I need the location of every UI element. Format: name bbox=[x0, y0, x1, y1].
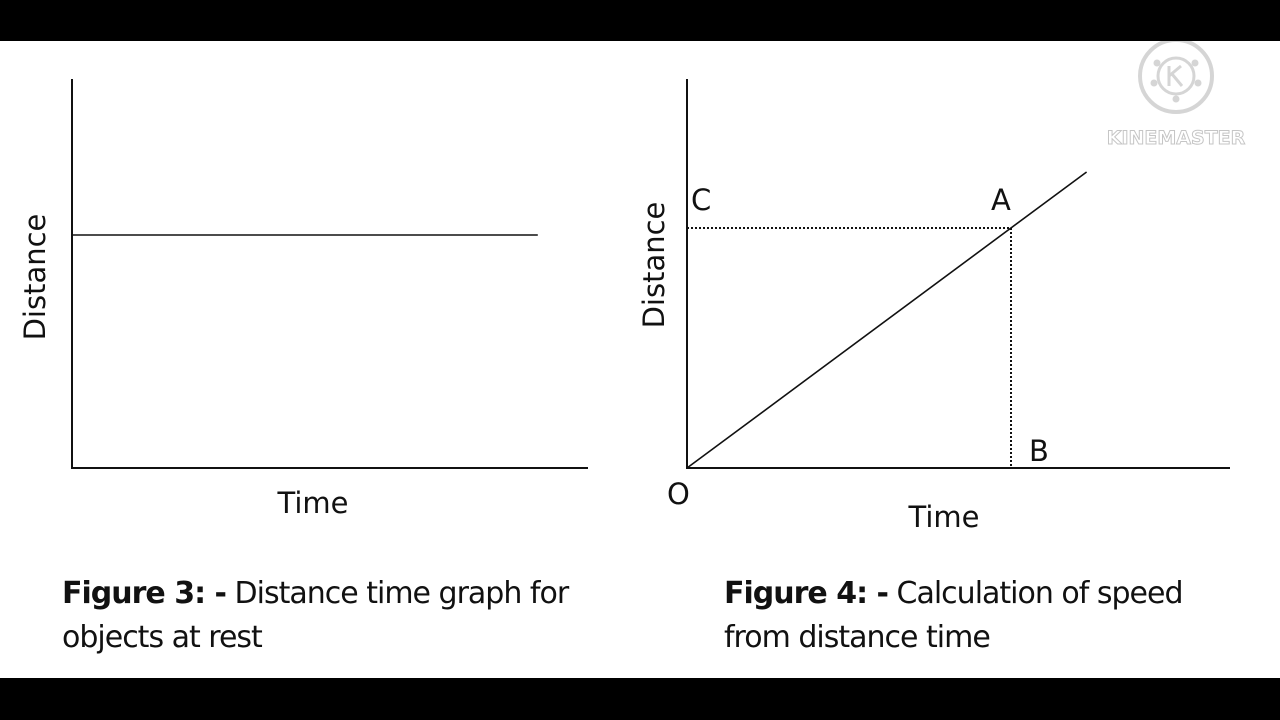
point-label-b: B bbox=[1029, 434, 1049, 468]
figure3-chart: Time Distance bbox=[18, 79, 588, 520]
figure4-caption-label: Figure 4: - bbox=[724, 576, 889, 611]
y-axis-label: Distance bbox=[637, 202, 671, 329]
figure4-caption-text: Calculation of speed from distance time bbox=[724, 576, 1183, 655]
figure4-caption: Figure 4: - Calculation of speed from di… bbox=[724, 572, 1194, 660]
point-label-o: O bbox=[667, 477, 690, 511]
x-axis-label: Time bbox=[908, 500, 980, 534]
slide-content: Time Distance O A B C Time Distance Figure … bbox=[0, 41, 1280, 678]
series-group bbox=[686, 171, 1088, 469]
guides-group bbox=[687, 227, 1012, 468]
series-line-0 bbox=[686, 171, 1088, 469]
point-labels: O A B C bbox=[667, 183, 1049, 511]
figure4-chart: O A B C Time Distance bbox=[637, 79, 1230, 534]
kinemaster-logo-icon bbox=[1138, 41, 1214, 114]
kinemaster-watermark: KINEMASTER bbox=[1106, 41, 1246, 150]
watermark-text: KINEMASTER bbox=[1107, 127, 1246, 149]
y-axis-label: Distance bbox=[18, 214, 52, 341]
figure3-caption: Figure 3: - Distance time graph for obje… bbox=[62, 572, 622, 660]
x-axis-label: Time bbox=[277, 486, 349, 520]
point-label-c: C bbox=[691, 183, 711, 217]
point-label-a: A bbox=[991, 183, 1011, 217]
figure3-caption-label: Figure 3: - bbox=[62, 576, 227, 611]
figure3-caption-text: Distance time graph for objects at rest bbox=[62, 576, 569, 655]
